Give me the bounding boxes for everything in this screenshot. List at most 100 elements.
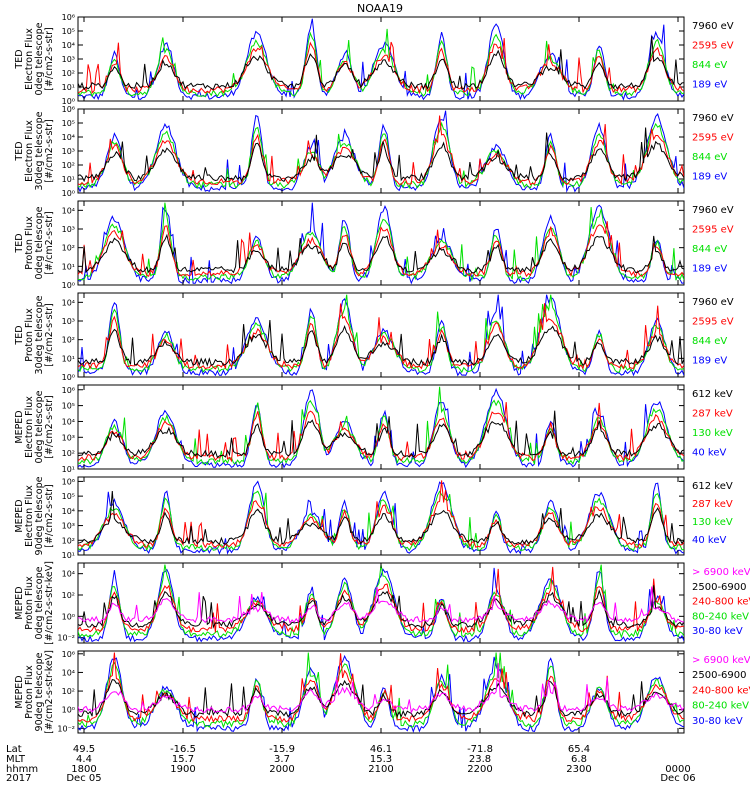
y-axis-label-line: Electron Flux (24, 396, 35, 458)
y-axis-label-line: 0deg telescope (34, 390, 45, 463)
panel-1: 10⁰ 10¹ 10² 10³ 10⁴ 10⁵ 10⁶ TED Electron Flux 0de… (14, 13, 734, 106)
y-axis-label-line: [#/cm2-s-str] (44, 27, 55, 90)
y-tick-label: 10⁴ (62, 133, 75, 142)
y-tick-label: 10⁶ (62, 13, 75, 22)
panel-2: 10⁰ 10¹ 10² 10³ 10⁴ 10⁵ 10⁶ TED Electron Flux 30d… (14, 105, 734, 198)
legend-entry: 7960 eV (692, 205, 734, 216)
x-tick-label: 2000 (269, 764, 294, 775)
legend-entry: 7960 eV (692, 113, 734, 124)
series-line (78, 586, 684, 624)
legend-entry: 2595 eV (692, 225, 734, 236)
y-axis-label-line: TED (14, 325, 25, 345)
x-tick-label: 46.1 (370, 744, 392, 755)
y-tick-label: 10⁴ (62, 417, 75, 426)
y-axis-label-line: Proton Flux (24, 576, 35, 630)
series-traces (78, 564, 684, 643)
y-axis-label-line: Electron Flux (24, 485, 35, 547)
legend-entry: 7960 eV (692, 297, 734, 308)
y-tick-label: 10⁰ (62, 706, 75, 715)
y-axis-label-line: [#/cm2-s-str-keV] (44, 561, 55, 645)
y-tick-label: 10⁵ (62, 27, 75, 36)
x-tick-label: 2300 (566, 764, 591, 775)
y-axis-label-line: Proton Flux (24, 308, 35, 362)
series-line (78, 127, 684, 183)
y-axis-label-line: MEPED (14, 499, 25, 532)
legend-entry: > 6900 keV (692, 567, 750, 578)
series-line (78, 654, 684, 733)
y-tick-label: 10³ (62, 433, 75, 442)
legend-entry: 240-800 keV (692, 597, 750, 608)
legend-entry: 189 eV (692, 172, 727, 183)
x-tick-label: 0000 (665, 764, 690, 775)
legend-entry: 130 keV (692, 517, 733, 528)
series-traces (78, 480, 684, 555)
legend-entry: 80-240 keV (692, 701, 749, 712)
y-tick-label: 10³ (62, 522, 75, 531)
y-axis-label-line: [#/cm2-s-str] (44, 303, 55, 366)
series-line (78, 38, 684, 95)
x-axis-row-label: MLT (6, 754, 26, 765)
y-axis-label-line: 30deg telescope (34, 295, 45, 374)
x-tick-label: 1800 (71, 764, 96, 775)
y-tick-label: 10⁴ (62, 206, 75, 215)
y-axis-label-line: MEPED (14, 586, 25, 619)
y-tick-label: 10⁴ (62, 41, 75, 50)
series-line (78, 402, 684, 463)
y-tick-label: 10² (62, 336, 75, 345)
y-tick-label: 10¹ (62, 83, 75, 92)
series-line (78, 202, 684, 285)
legend-entry: 612 keV (692, 389, 733, 400)
x-tick-label: 23.8 (469, 754, 491, 765)
y-tick-label: 10² (62, 69, 75, 78)
y-axis-label-line: [#/cm2-s-str] (44, 119, 55, 182)
legend-entry: 30-80 keV (692, 716, 743, 727)
y-axis-label-line: Proton Flux (24, 216, 35, 270)
series-line (78, 490, 684, 546)
y-axis-label-line: [#/cm2-s-str] (44, 395, 55, 458)
legend-entry: 189 eV (692, 80, 727, 91)
legend-entry: 189 eV (692, 264, 727, 275)
y-tick-label: 10² (62, 449, 75, 458)
legend-entry: 612 keV (692, 481, 733, 492)
series-line (78, 652, 684, 723)
y-tick-label: 10⁶ (62, 386, 75, 395)
series-line (78, 36, 684, 91)
y-tick-label: 10¹ (62, 175, 75, 184)
legend-entry: 40 keV (692, 448, 726, 459)
y-tick-label: 10⁻² (57, 634, 75, 643)
series-traces (78, 652, 684, 733)
y-tick-label: 10² (62, 161, 75, 170)
y-axis-label-line: [#/cm2-s-str] (44, 211, 55, 274)
series-line (78, 221, 684, 278)
series-line (78, 294, 684, 374)
y-tick-label: 10¹ (62, 465, 75, 474)
series-traces (78, 386, 684, 469)
y-axis-label-line: 0deg telescope (34, 566, 45, 639)
y-axis-label-line: [#/cm2-s-str] (44, 484, 55, 547)
y-tick-label: 10³ (62, 225, 75, 234)
y-tick-label: 10⁴ (62, 507, 75, 516)
series-line (78, 202, 684, 282)
y-tick-label: 10² (62, 244, 75, 253)
series-traces (78, 294, 684, 377)
series-line (78, 386, 684, 466)
y-tick-label: 10¹ (62, 354, 75, 363)
x-tick-label: 1900 (170, 764, 195, 775)
series-line (78, 410, 684, 459)
x-tick-label: Dec 05 (66, 773, 101, 784)
x-tick-label: 2100 (368, 764, 393, 775)
x-tick-label: -16.5 (170, 744, 196, 755)
series-line (78, 567, 684, 643)
x-tick-label: 6.8 (571, 754, 587, 765)
y-axis-label-line: TED (14, 141, 25, 161)
y-tick-label: 10⁰ (62, 612, 75, 621)
y-tick-label: 10⁻² (57, 724, 75, 733)
x-tick-label: 2200 (467, 764, 492, 775)
series-line (78, 303, 684, 370)
panel-5: 10¹ 10² 10³ 10⁴ 10⁵ 10⁶ MEPED Electron Flux 0deg… (14, 384, 733, 474)
series-line (78, 233, 684, 274)
series-traces (78, 202, 684, 285)
y-tick-label: 10⁶ (62, 477, 75, 486)
panel-7: 10⁻² 10⁰ 10² 10⁴ MEPED Proton Flux 0deg telesc… (14, 561, 750, 645)
